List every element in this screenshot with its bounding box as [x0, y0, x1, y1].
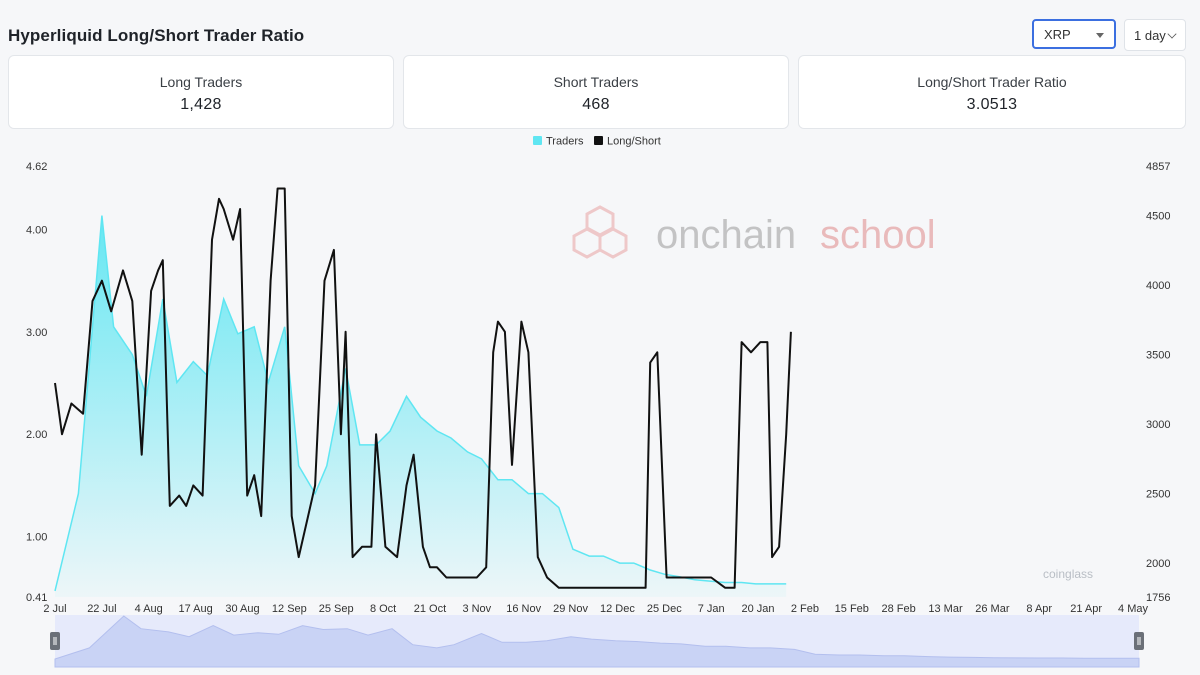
x-tick-label: 3 Nov — [462, 603, 491, 615]
stat-label: Long Traders — [159, 74, 243, 90]
x-tick-label: 22 Jul — [87, 603, 116, 615]
chevron-down-icon — [1096, 33, 1104, 38]
x-tick-label: 16 Nov — [506, 603, 541, 615]
navigator-left-handle[interactable] — [50, 632, 60, 650]
y-left-tick-label: 3.00 — [26, 327, 47, 339]
y-right-tick-label: 2500 — [1146, 489, 1170, 501]
stat-card-ratio: Long/Short Trader Ratio 3.0513 — [798, 55, 1186, 129]
coin-select-value: XRP — [1044, 27, 1071, 42]
source-watermark: coinglass — [1043, 567, 1093, 581]
y-right-tick-label: 4857 — [1146, 161, 1170, 173]
stat-value: 468 — [582, 96, 610, 113]
x-tick-label: 13 Mar — [928, 603, 963, 615]
legend-swatch-traders — [533, 136, 542, 145]
x-tick-label: 2 Jul — [43, 603, 66, 615]
axis-layer: 4.62 4.00 3.00 2.00 1.00 0.41 4857 4500 4000 3500… — [26, 161, 1170, 615]
x-tick-label: 21 Oct — [414, 603, 446, 615]
chevron-down-icon — [1167, 29, 1177, 39]
range-navigator[interactable] — [50, 615, 1144, 668]
x-tick-label: 4 Aug — [135, 603, 163, 615]
series-traders-area — [55, 215, 787, 597]
series-long-short-line[interactable] — [54, 187, 792, 589]
legend-label-traders[interactable]: Traders — [546, 136, 584, 148]
y-left-tick-label: 1.00 — [26, 532, 47, 544]
x-tick-label: 20 Jan — [742, 603, 775, 615]
x-tick-label: 7 Jan — [698, 603, 725, 615]
legend: Traders Long/Short — [533, 136, 661, 148]
series-layer — [54, 187, 792, 597]
x-tick-label: 17 Aug — [178, 603, 212, 615]
x-tick-label: 2 Feb — [791, 603, 819, 615]
watermark: onchain school — [572, 205, 936, 259]
legend-label-ratio[interactable]: Long/Short — [607, 136, 661, 148]
stat-card-long: Long Traders 1,428 — [8, 55, 394, 129]
hexagon-logo-icon — [572, 205, 628, 259]
page-title: Hyperliquid Long/Short Trader Ratio — [8, 26, 305, 45]
stat-value: 1,428 — [180, 96, 222, 113]
x-tick-label: 15 Feb — [835, 603, 869, 615]
period-select-value: 1 day — [1134, 28, 1166, 43]
y-right-tick-label: 3500 — [1146, 350, 1170, 362]
watermark-text-a: onchain — [656, 213, 796, 257]
x-tick-label: 25 Dec — [647, 603, 682, 615]
coin-select[interactable]: XRP — [1032, 19, 1116, 49]
stat-label: Long/Short Trader Ratio — [917, 74, 1067, 90]
x-tick-label: 4 May — [1118, 603, 1148, 615]
stat-value: 3.0513 — [966, 96, 1018, 113]
y-right-tick-label: 4000 — [1146, 280, 1170, 292]
x-tick-label: 8 Apr — [1026, 603, 1052, 615]
x-tick-label: 8 Oct — [370, 603, 396, 615]
y-right-tick-label: 1756 — [1146, 592, 1170, 604]
y-left-tick-label: 2.00 — [26, 429, 47, 441]
y-left-tick-label: 4.00 — [26, 224, 47, 236]
legend-swatch-ratio — [594, 136, 603, 145]
y-right-tick-label: 4500 — [1146, 211, 1170, 223]
y-left-tick-label: 4.62 — [26, 161, 47, 173]
x-tick-label: 12 Dec — [600, 603, 635, 615]
x-tick-label: 28 Feb — [882, 603, 916, 615]
x-tick-label: 21 Apr — [1070, 603, 1102, 615]
x-tick-label: 12 Sep — [272, 603, 307, 615]
period-select[interactable]: 1 day — [1124, 19, 1186, 51]
navigator-area — [54, 615, 1140, 668]
x-tick-label: 26 Mar — [975, 603, 1010, 615]
y-right-tick-label: 2000 — [1146, 558, 1170, 570]
y-right-tick-label: 3000 — [1146, 419, 1170, 431]
navigator-right-handle[interactable] — [1134, 632, 1144, 650]
watermark-text-b: school — [820, 213, 936, 257]
stat-label: Short Traders — [553, 74, 639, 90]
stat-card-short: Short Traders 468 — [403, 55, 789, 129]
chart: Traders Long/Short onchain school coingl… — [26, 136, 1170, 668]
y-left-tick-label: 0.41 — [26, 592, 47, 604]
x-tick-label: 25 Sep — [319, 603, 354, 615]
x-tick-label: 29 Nov — [553, 603, 588, 615]
x-tick-label: 30 Aug — [225, 603, 259, 615]
